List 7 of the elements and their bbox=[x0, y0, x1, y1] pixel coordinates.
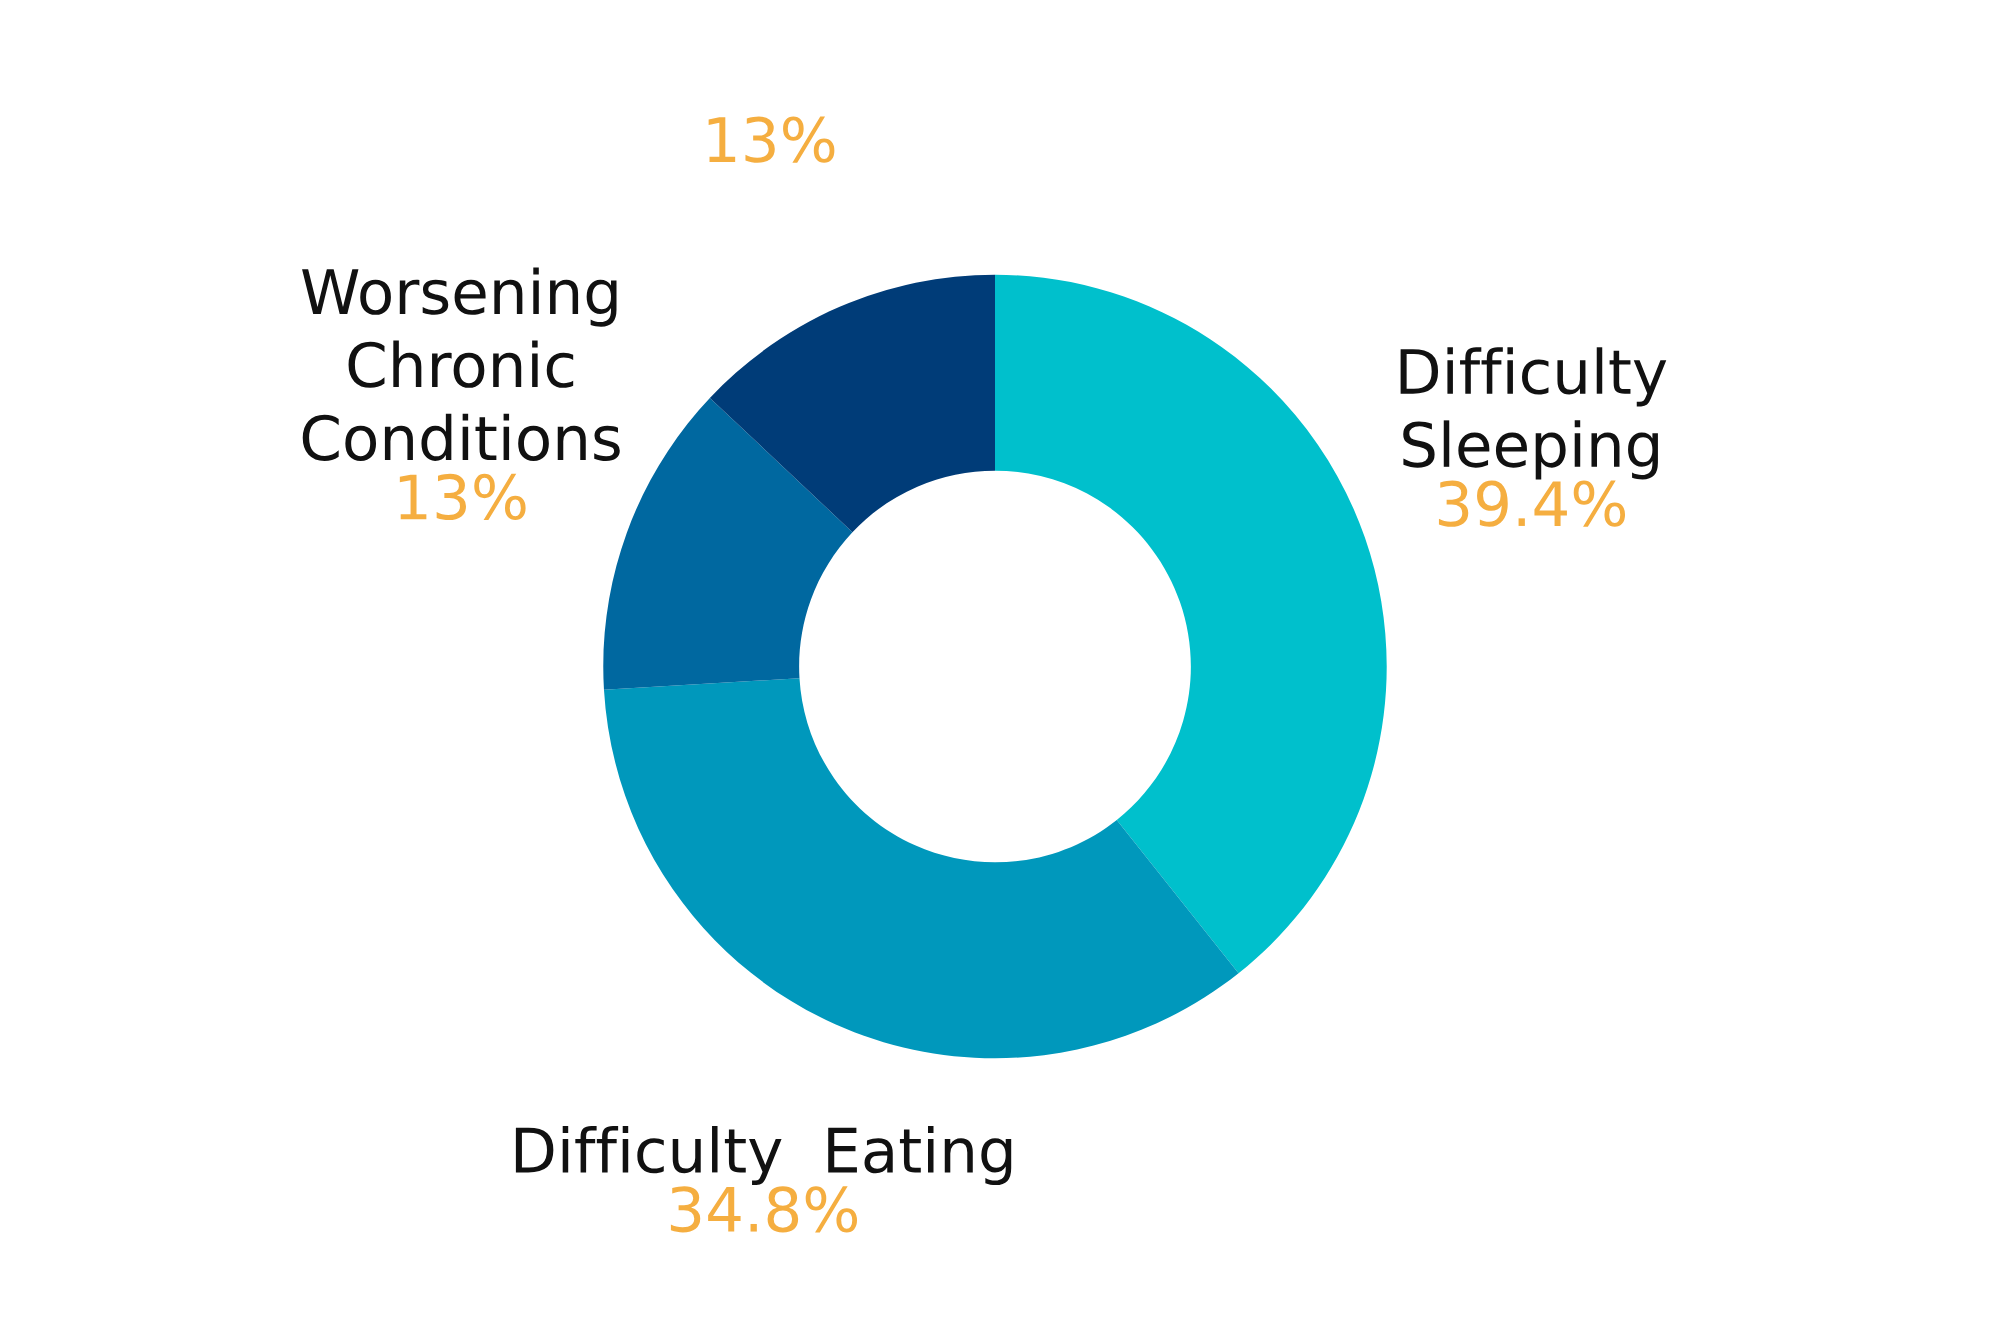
data-label: 13% bbox=[399, 473, 526, 521]
slice-label: Worsening Chronic Conditions bbox=[302, 267, 620, 461]
data-label: 34.8% bbox=[670, 1186, 858, 1233]
slice-label: Difficulty Eating bbox=[515, 1125, 1012, 1186]
data-label: 13% bbox=[708, 116, 835, 163]
data-label: 39.4% bbox=[1438, 480, 1626, 527]
slice-label: Difficulty Sleeping bbox=[1400, 347, 1667, 480]
